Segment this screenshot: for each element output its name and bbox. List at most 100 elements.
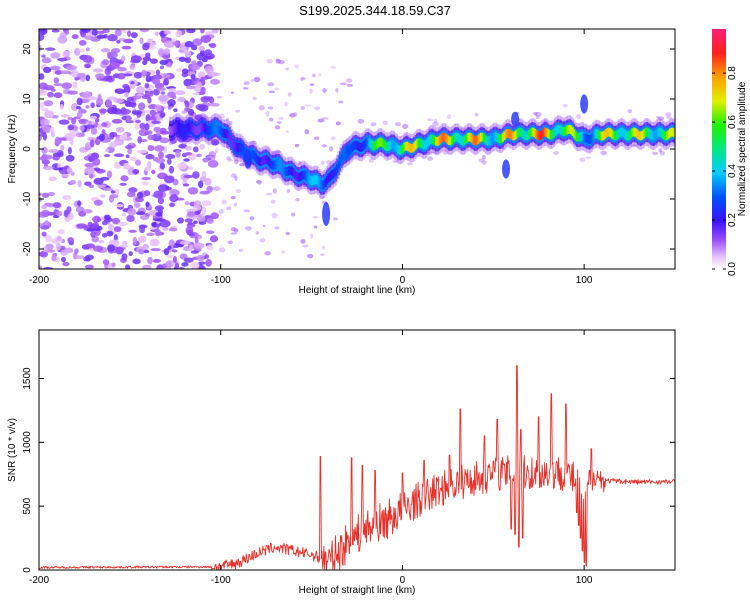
ridge-segment — [270, 160, 273, 170]
noise-blob — [177, 96, 186, 103]
noise-blob — [442, 150, 449, 155]
noise-blob — [78, 39, 87, 46]
ridge-segment — [189, 122, 192, 132]
noise-blob — [41, 54, 46, 58]
noise-blob — [85, 105, 90, 109]
noise-blob — [112, 217, 121, 225]
noise-blob — [176, 68, 183, 73]
noise-blob — [169, 202, 175, 208]
ridge-segment — [293, 170, 297, 180]
noise-blob — [113, 98, 125, 104]
noise-blob — [255, 231, 260, 235]
noise-blob — [112, 108, 122, 115]
ridge-segment — [509, 129, 512, 139]
noise-blob — [317, 118, 325, 123]
ridge-segment — [418, 138, 422, 148]
noise-blob — [330, 136, 336, 141]
noise-blob — [257, 180, 262, 185]
noise-blob — [135, 211, 146, 216]
noise-blob — [134, 159, 142, 166]
ridge-segment — [243, 147, 246, 157]
y-tick-label: 10 — [22, 93, 33, 105]
ridge-segment — [503, 131, 506, 141]
ridge-segment — [309, 176, 313, 186]
noise-blob — [74, 47, 81, 56]
ridge-segment — [650, 130, 653, 140]
noise-blob — [82, 54, 93, 63]
noise-blob — [267, 106, 274, 110]
noise-blob — [218, 208, 224, 215]
noise-blob — [97, 93, 102, 101]
noise-blob — [79, 125, 85, 132]
ridge-segment — [311, 176, 314, 186]
noise-blob — [155, 130, 161, 137]
noise-blob — [125, 144, 134, 150]
ridge-segment — [626, 131, 630, 141]
noise-blob — [218, 247, 226, 253]
noise-blob — [274, 125, 281, 130]
ridge-segment — [344, 148, 348, 158]
ridge-segment — [221, 128, 224, 137]
ridge-segment — [642, 129, 646, 139]
noise-blob — [76, 111, 83, 118]
ridge-segment — [264, 155, 268, 164]
ridge-segment — [574, 131, 577, 141]
noise-blob — [132, 236, 138, 245]
noise-blob — [102, 232, 108, 238]
noise-blob — [651, 151, 658, 156]
noise-blob — [155, 69, 161, 76]
noise-blob — [370, 122, 377, 127]
noise-blob — [109, 131, 118, 138]
ridge-segment — [548, 130, 551, 139]
noise-blob — [253, 76, 261, 83]
noise-blob — [185, 226, 194, 235]
ridge-segment — [339, 156, 342, 166]
ridge-segment — [653, 131, 656, 141]
noise-blob — [45, 249, 56, 253]
ridge-segment — [575, 132, 579, 142]
noise-blob — [121, 108, 131, 115]
noise-blob — [266, 192, 273, 196]
noise-blob — [135, 119, 142, 124]
ridge-segment — [180, 125, 183, 135]
ridge-segment — [211, 124, 214, 134]
noise-blob — [92, 215, 101, 223]
noise-blob — [165, 154, 176, 159]
ridge-segment — [404, 141, 407, 151]
ridge-segment — [613, 131, 616, 141]
noise-blob — [90, 127, 98, 135]
noise-blob — [64, 30, 70, 35]
noise-blob — [113, 153, 125, 158]
ridge-segment — [261, 156, 265, 166]
noise-blob — [314, 106, 321, 111]
noise-blob — [221, 199, 227, 205]
ridge-segment — [416, 139, 419, 148]
noise-blob — [335, 87, 339, 93]
ridge-segment — [174, 123, 177, 132]
ridge-segment — [177, 123, 180, 132]
y-tick-label: 20 — [22, 43, 33, 55]
noise-blob — [56, 167, 64, 171]
noise-blob — [120, 244, 128, 248]
ridge-segment — [432, 135, 435, 144]
ridge-segment — [517, 127, 521, 137]
ridge-segment — [410, 144, 413, 153]
noise-blob — [39, 33, 45, 41]
ridge-segment — [445, 133, 448, 143]
noise-blob — [41, 209, 51, 218]
ridge-segment — [323, 179, 326, 189]
ridge-segment — [408, 143, 411, 153]
noise-blob — [266, 145, 271, 151]
ridge-spur — [502, 159, 511, 179]
noise-blob — [245, 226, 252, 231]
noise-blob — [149, 58, 158, 64]
noise-blob — [122, 132, 128, 137]
ridge-segment — [182, 126, 185, 136]
ridge-segment — [670, 127, 673, 137]
ridge-segment — [522, 129, 525, 139]
ridge-segment — [424, 139, 427, 149]
ridge-segment — [549, 130, 553, 140]
noise-blob — [271, 151, 277, 155]
noise-blob — [198, 261, 206, 265]
